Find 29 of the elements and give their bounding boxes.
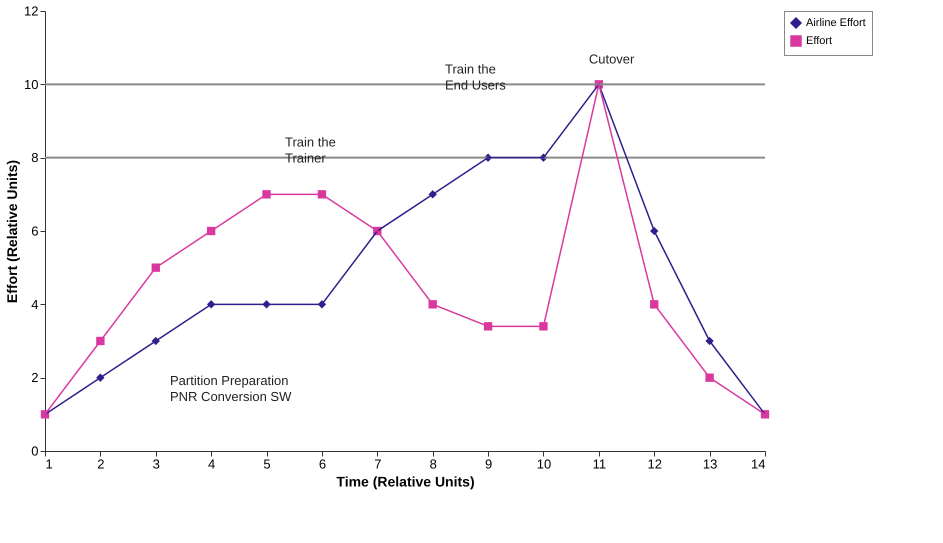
x-tick-label: 12 [647, 456, 662, 472]
y-axis-title: Effort (Relative Units) [4, 160, 20, 304]
x-tick-label: 11 [592, 456, 606, 472]
x-tick-label: 6 [318, 456, 326, 472]
x-tick-label: 10 [536, 456, 552, 472]
y-tick-label: 6 [31, 224, 38, 238]
y-tick-label: 10 [24, 76, 38, 92]
x-tick-label: 4 [208, 456, 216, 472]
x-tick-label: 1 [46, 456, 53, 472]
x-axis-title: Time (Relative Units) [336, 474, 475, 490]
ref-line-label: Train the End Users [445, 61, 506, 92]
x-tick-label: 2 [97, 456, 104, 472]
y-tick-label: 0 [31, 444, 38, 458]
legend-label: Airline Effort [806, 17, 866, 29]
x-tick-label: 13 [702, 456, 718, 472]
y-tick-label: 4 [31, 296, 38, 312]
x-tick-label: 14 [751, 456, 766, 472]
y-tick-label: 2 [31, 370, 38, 386]
ref-line-label: Train the Trainer [285, 134, 336, 166]
x-tick-label: 9 [484, 456, 492, 472]
annotation: Cutover [588, 51, 636, 66]
legend-label: Effort [806, 35, 832, 47]
annotation: Partition Preparation PNR Conversion SW [170, 373, 292, 404]
x-tick-label: 3 [152, 456, 160, 472]
x-tick-label: 5 [263, 456, 271, 472]
x-tick-label: 7 [374, 456, 382, 472]
y-tick-label: 8 [31, 150, 38, 166]
x-tick-label: 8 [430, 456, 437, 472]
y-tick-label: 12 [24, 4, 38, 18]
